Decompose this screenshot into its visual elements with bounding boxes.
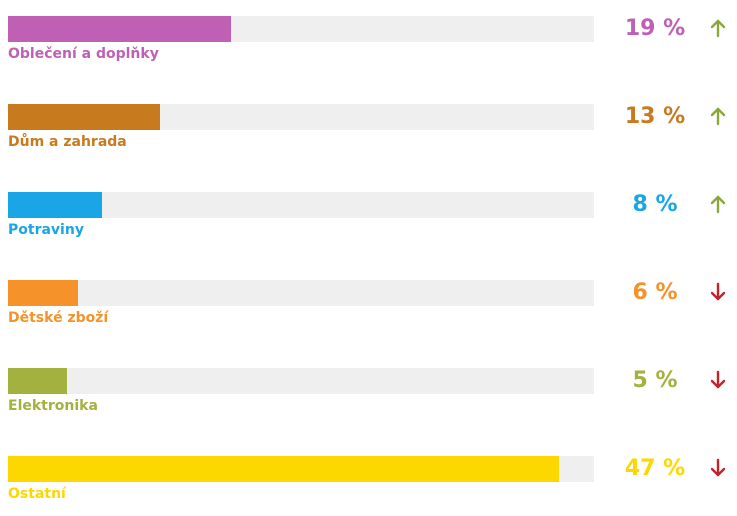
bar-track: [8, 16, 594, 42]
bar-track: [8, 456, 594, 482]
value-label: 19 %: [624, 16, 686, 41]
bar-track: [8, 104, 594, 130]
chart-row: Dětské zboží 6 %: [0, 280, 737, 340]
chart-row: Elektronika 5 %: [0, 368, 737, 428]
arrow-down-icon: [710, 370, 726, 389]
arrow-down-icon: [710, 282, 726, 301]
bar-chart: Oblečení a doplňky 19 % Dům a zahrada 13 % P…: [0, 16, 737, 502]
arrow-up-icon: [710, 19, 726, 38]
arrow-down-icon: [710, 458, 726, 477]
bar: [8, 16, 231, 42]
bar-track: [8, 192, 594, 218]
category-label: Dětské zboží: [8, 310, 109, 326]
value-label: 13 %: [624, 104, 686, 129]
bar: [8, 368, 67, 394]
bar: [8, 280, 79, 306]
chart-row: Oblečení a doplňky 19 %: [0, 16, 737, 76]
category-label: Dům a zahrada: [8, 134, 127, 150]
bar-track: [8, 368, 594, 394]
category-label: Ostatní: [8, 486, 66, 502]
bar-track: [8, 280, 594, 306]
chart-row: Ostatní 47 %: [0, 456, 737, 516]
category-label: Potraviny: [8, 222, 84, 238]
category-label: Oblečení a doplňky: [8, 46, 159, 62]
bar: [8, 104, 161, 130]
chart-row: Dům a zahrada 13 %: [0, 104, 737, 164]
value-label: 8 %: [632, 192, 678, 217]
bar: [8, 192, 102, 218]
chart-row: Potraviny 8 %: [0, 192, 737, 252]
value-label: 5 %: [632, 368, 678, 393]
bar: [8, 456, 559, 482]
category-label: Elektronika: [8, 398, 98, 414]
arrow-up-icon: [710, 195, 726, 214]
value-label: 47 %: [624, 456, 686, 481]
arrow-up-icon: [710, 107, 726, 126]
value-label: 6 %: [632, 280, 678, 305]
